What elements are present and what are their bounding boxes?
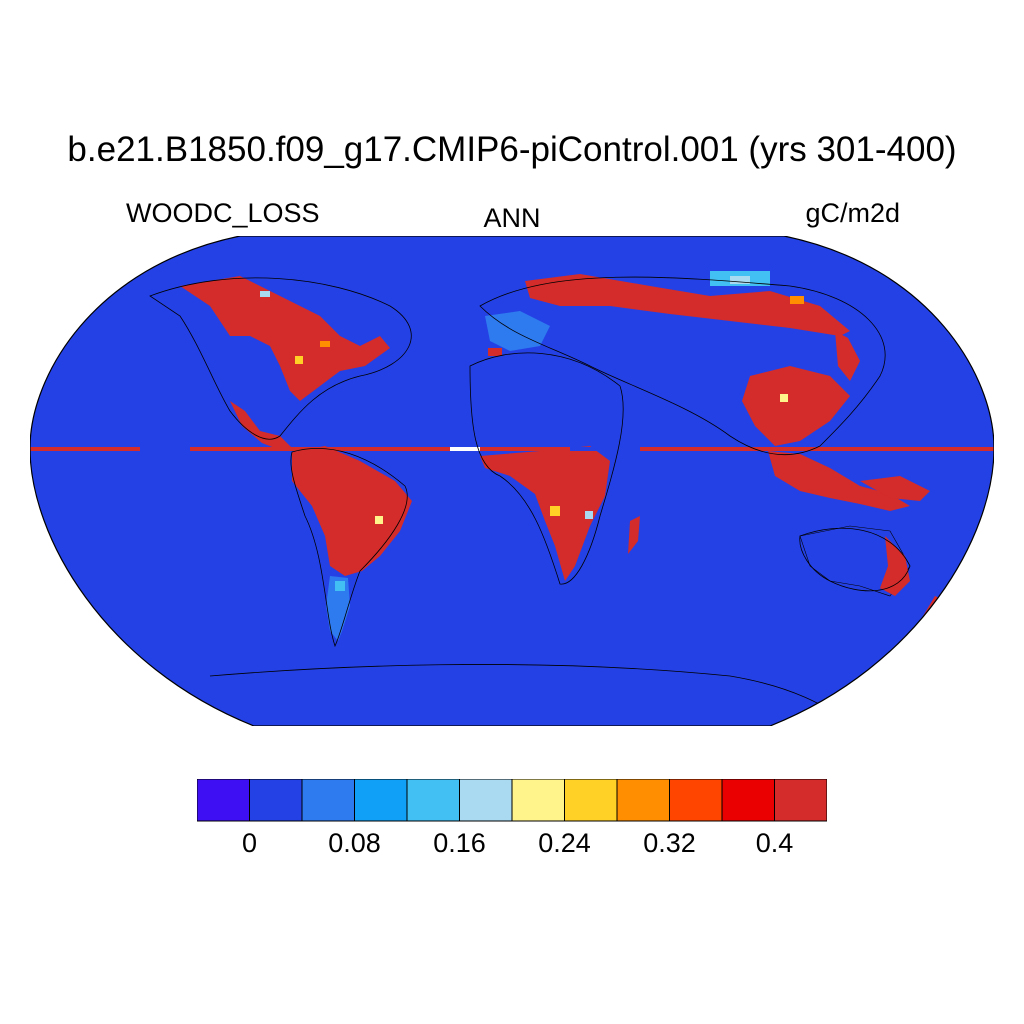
southeast-asia-region <box>768 451 910 511</box>
north-america-orange-patch <box>320 341 330 347</box>
australia-east-region <box>880 536 910 596</box>
south-america-region <box>292 446 412 576</box>
colorbar-swatch <box>721 779 775 822</box>
season-label: ANN <box>483 203 541 233</box>
colorbar-swatch <box>564 779 618 822</box>
eurasia-orange-patch <box>790 296 804 304</box>
east-asia-region <box>742 366 850 446</box>
south-america-south-region <box>326 576 350 641</box>
map-border <box>30 236 994 726</box>
north-america-light-patch <box>260 291 270 297</box>
africa-region <box>480 446 610 581</box>
variable-label: WOODC_LOSS <box>126 198 320 228</box>
colorbar-tick-label: 0.32 <box>643 828 696 858</box>
equator-line <box>30 447 994 451</box>
colorbar-swatch <box>616 779 670 822</box>
colorbar <box>197 779 827 822</box>
equator-gap-2 <box>450 447 480 451</box>
coastlines <box>149 276 911 726</box>
colorbar-tick-label: 0.4 <box>755 828 794 858</box>
europe-red-patch <box>488 348 502 356</box>
colorbar-tick-label: 0.24 <box>538 828 591 858</box>
colorbar-swatch <box>406 779 460 822</box>
south-america-light-patch <box>335 581 345 591</box>
east-asia-yellow-patch <box>780 394 788 402</box>
north-america-east-region <box>285 361 330 396</box>
north-america-yellow-patch <box>295 356 303 364</box>
equator-gap-1 <box>140 447 190 451</box>
north-america-boreal-region <box>180 276 390 401</box>
colorbar-swatch <box>249 779 303 822</box>
colorbar-swatch <box>354 779 408 822</box>
eurasia-boreal-region <box>525 274 850 336</box>
colorbar-tick-label: 0.16 <box>433 828 486 858</box>
japan-region <box>835 331 860 381</box>
new-guinea-region <box>860 476 930 501</box>
colorbar-swatch <box>669 779 723 822</box>
colorbar-swatch <box>774 779 827 822</box>
africa-yellow-patch <box>550 506 560 516</box>
australia-region <box>799 525 911 597</box>
colorbar-swatch <box>511 779 565 822</box>
africa-light-patch <box>585 511 593 519</box>
plot-title: b.e21.B1850.f09_g17.CMIP6-piControl.001 … <box>67 130 957 169</box>
world-map <box>30 236 994 726</box>
colorbar-swatch <box>197 779 250 822</box>
madagascar-region <box>628 516 640 554</box>
equator-gap-3 <box>570 447 640 451</box>
units-label: gC/m2d <box>805 198 900 228</box>
eurasia-pale-patch <box>730 276 750 284</box>
colorbar-swatch <box>459 779 513 822</box>
south-america-yellow-patch <box>375 516 383 524</box>
colorbar-swatch <box>301 779 355 822</box>
colorbar-tick-label: 0.08 <box>328 828 381 858</box>
colorbar-tick-label: 0 <box>241 828 258 858</box>
